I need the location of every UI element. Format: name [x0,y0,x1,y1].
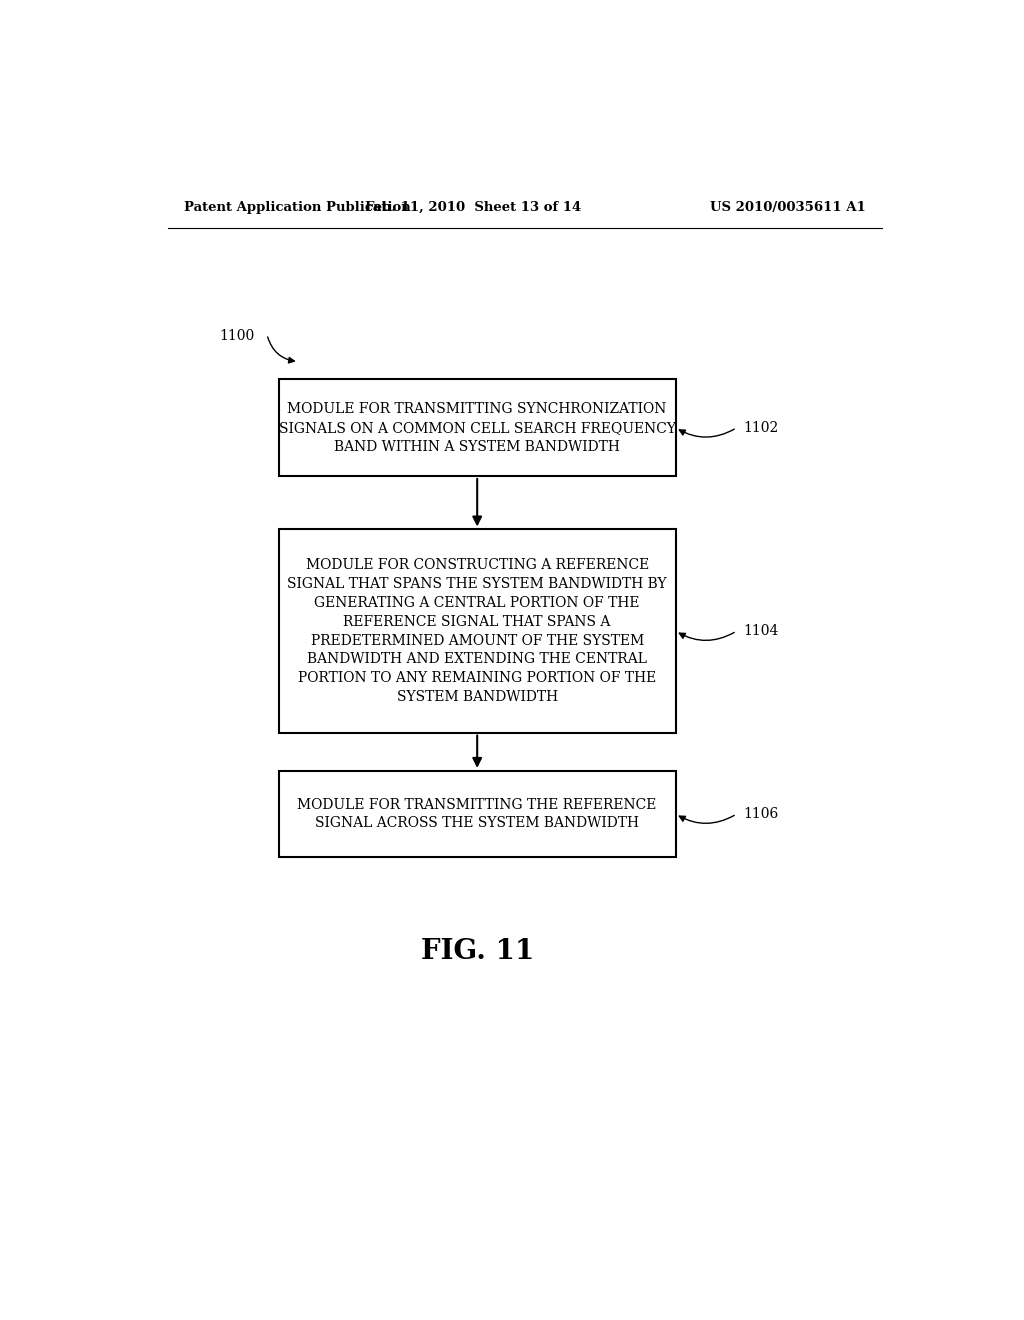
Text: Patent Application Publication: Patent Application Publication [183,201,411,214]
Text: FIG. 11: FIG. 11 [421,937,534,965]
Bar [279,379,676,477]
Text: 1100: 1100 [219,329,255,343]
Text: 1106: 1106 [743,807,778,821]
Text: MODULE FOR CONSTRUCTING A REFERENCE
SIGNAL THAT SPANS THE SYSTEM BANDWIDTH BY
GE: MODULE FOR CONSTRUCTING A REFERENCE SIGN… [288,558,667,705]
Text: MODULE FOR TRANSMITTING SYNCHRONIZATION
SIGNALS ON A COMMON CELL SEARCH FREQUENC: MODULE FOR TRANSMITTING SYNCHRONIZATION … [279,401,676,454]
Text: Feb. 11, 2010  Sheet 13 of 14: Feb. 11, 2010 Sheet 13 of 14 [366,201,582,214]
Bar [279,771,676,857]
Text: 1104: 1104 [743,624,778,638]
Text: US 2010/0035611 A1: US 2010/0035611 A1 [711,201,866,214]
Text: 1102: 1102 [743,421,778,434]
Text: MODULE FOR TRANSMITTING THE REFERENCE
SIGNAL ACROSS THE SYSTEM BANDWIDTH: MODULE FOR TRANSMITTING THE REFERENCE SI… [298,797,656,830]
Bar [279,529,676,733]
